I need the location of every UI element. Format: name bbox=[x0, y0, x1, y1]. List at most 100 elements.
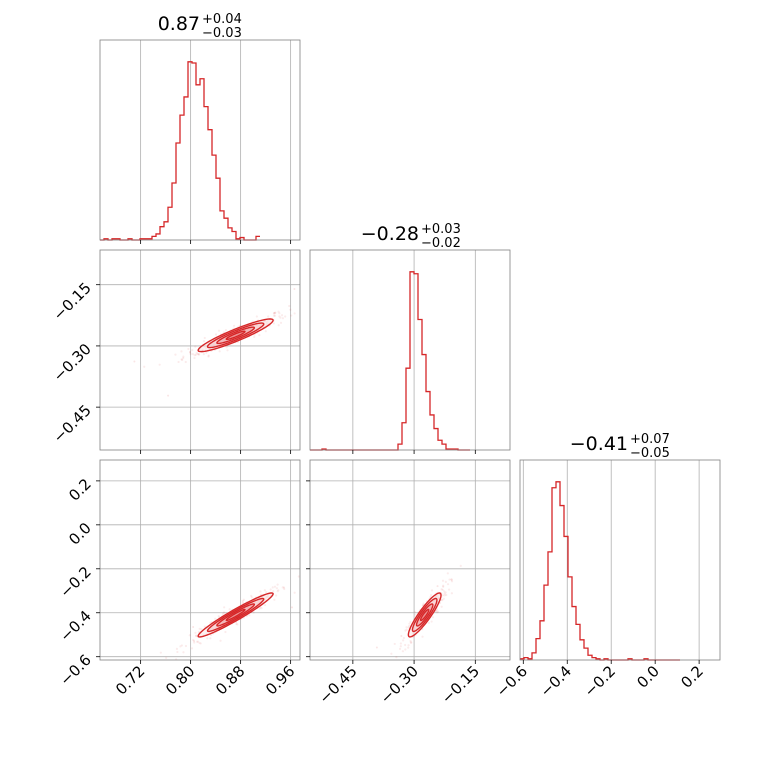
panel-2-1-frame bbox=[309, 459, 511, 661]
panel-2-1-sample-point bbox=[440, 605, 443, 608]
panel-2-0-sample-point bbox=[273, 598, 276, 601]
panel-2-1-sample-point bbox=[390, 652, 393, 655]
panel-1-0-sample-point bbox=[189, 352, 192, 356]
panel-2-0-sample-point bbox=[252, 611, 255, 614]
ytick-label-param-1-2: −0.15 bbox=[50, 279, 95, 324]
title-param-2-value: −0.41 bbox=[570, 433, 628, 455]
panel-1-0-sample-point bbox=[184, 360, 187, 364]
panel-1-0-sample-point bbox=[233, 324, 236, 327]
panel-1-0-sample-point bbox=[202, 340, 206, 343]
panel-2-0-sample-point bbox=[197, 640, 200, 643]
panel-2-1-sample-point bbox=[430, 620, 433, 623]
panel-2-1-sample-point bbox=[422, 602, 425, 605]
panel-2-1-sample-point bbox=[450, 580, 454, 583]
panel-2-0-sample-point bbox=[263, 603, 267, 607]
panel-1-0-sample-point bbox=[264, 330, 267, 333]
panel-2-0-sample-point bbox=[250, 596, 253, 599]
panel-2-1-sample-point bbox=[446, 572, 449, 575]
ytick-label-param-2-0: −0.6 bbox=[56, 651, 94, 689]
panel-2-0-sample-point bbox=[221, 612, 225, 616]
panel-2-1-sample-point bbox=[393, 642, 396, 646]
panel-2-1-sample-point bbox=[448, 578, 451, 581]
panel-2-0-sample-point bbox=[209, 634, 213, 637]
panel-2-0-sample-point bbox=[263, 589, 266, 592]
title-param-1-err-plus: +0.03 bbox=[421, 222, 461, 237]
panel-2-0-sample-point bbox=[197, 630, 200, 634]
panel-2-1-sample-point bbox=[402, 639, 405, 642]
panel-2-1-sample-point bbox=[404, 643, 407, 647]
histogram-param-2 bbox=[520, 481, 680, 661]
panel-1-0-sample-point bbox=[182, 355, 185, 358]
panel-2-0-sample-point bbox=[293, 591, 296, 594]
panel-1-0-sample-point bbox=[191, 349, 194, 352]
panel-2-1-sample-point bbox=[441, 579, 445, 582]
panel-2-1-sample-point bbox=[404, 648, 407, 651]
panel-1-0-samples bbox=[133, 287, 300, 397]
panel-1-0-sample-point bbox=[267, 315, 270, 318]
panel-2-0-sample-point bbox=[182, 651, 185, 654]
panel-2-0-sample-point bbox=[273, 585, 277, 588]
panel-2-0-outlier-point bbox=[192, 625, 195, 628]
panel-1-0-sample-point bbox=[194, 345, 197, 348]
panel-2-0-sample-point bbox=[241, 599, 244, 602]
panel-2-0-sample-point bbox=[271, 586, 274, 589]
panel-2-1-sample-point bbox=[444, 580, 447, 584]
panel-2-0-sample-point bbox=[228, 608, 231, 611]
panel-2-0-sample-point bbox=[259, 590, 262, 593]
panel-2-1-sample-point bbox=[435, 611, 439, 614]
panel-1-0-sample-point bbox=[278, 315, 281, 318]
panel-2-1-sample-point bbox=[443, 592, 446, 595]
panel-2-0-sample-point bbox=[190, 647, 194, 650]
panel-1-0-sample-point bbox=[143, 365, 146, 368]
xtick-label-param-0-1: 0.80 bbox=[162, 662, 198, 698]
panel-2-0-sample-point bbox=[275, 587, 278, 590]
panel-2-1-sample-point bbox=[409, 641, 413, 644]
panel-2-0-sample-point bbox=[248, 614, 251, 617]
panel-2-0-sample-point bbox=[199, 642, 202, 645]
ytick-label-param-1-0: −0.45 bbox=[50, 401, 95, 446]
panel-2-0-sample-point bbox=[276, 590, 279, 593]
panel-1-0-sample-point bbox=[214, 333, 218, 336]
panel-2-0-sample-point bbox=[219, 639, 222, 642]
panel-2-0-contour-3 bbox=[225, 608, 246, 622]
panel-2-0-sample-point bbox=[203, 625, 206, 628]
panel-2-0-sample-point bbox=[214, 617, 217, 620]
panel-2-1-sample-point bbox=[435, 608, 439, 611]
panel-2-1-sample-point bbox=[407, 626, 410, 629]
panel-2-1-sample-point bbox=[444, 591, 447, 594]
panel-1-0-sample-point bbox=[272, 322, 275, 325]
panel-2-1-sample-point bbox=[413, 610, 416, 613]
panel-1-0-sample-point bbox=[280, 314, 284, 317]
panel-2-0-sample-point bbox=[258, 607, 261, 610]
panel-1-0-sample-point bbox=[205, 351, 208, 354]
xtick-label-param-2-2: −0.2 bbox=[581, 662, 619, 700]
panel-1-0-sample-point bbox=[279, 316, 282, 319]
panel-2-1-sample-point bbox=[442, 585, 445, 588]
panel-1-0-sample-point bbox=[191, 352, 194, 356]
panel-2-1-sample-point bbox=[398, 647, 402, 650]
panel-1-0-sample-point bbox=[222, 331, 225, 334]
panel-2-0-frame bbox=[99, 459, 301, 661]
panel-2-0-sample-point bbox=[180, 644, 184, 647]
panel-2-0-sample-point bbox=[198, 641, 201, 645]
panel-1-0-sample-point bbox=[290, 314, 293, 317]
panel-2-0-sample-point bbox=[198, 627, 201, 630]
ytick-label-param-2-4: 0.2 bbox=[65, 475, 95, 505]
panel-1-0-sample-point bbox=[255, 315, 258, 318]
panel-2-1-sample-point bbox=[395, 656, 398, 659]
panel-1-0-sample-point bbox=[207, 354, 210, 357]
panel-2-0-outlier-point bbox=[282, 586, 285, 589]
panel-1-0-outlier-point bbox=[293, 287, 296, 290]
panel-1-0-sample-point bbox=[258, 334, 261, 337]
panel-1-0-sample-point bbox=[272, 314, 276, 317]
panel-1-0-sample-point bbox=[278, 312, 281, 315]
panel-1-0-sample-point bbox=[253, 335, 256, 338]
panel-1-0-sample-point bbox=[158, 363, 161, 366]
panel-2-1-samples bbox=[375, 564, 462, 659]
panel-1-0-frame bbox=[99, 249, 301, 451]
title-param-1-value: −0.28 bbox=[361, 223, 419, 245]
xtick-label-param-1-1: −0.30 bbox=[377, 662, 422, 707]
panel-1-0-sample-point bbox=[203, 336, 206, 340]
panel-2-1-sample-point bbox=[450, 578, 453, 581]
panel-2-0-sample-point bbox=[194, 634, 198, 637]
